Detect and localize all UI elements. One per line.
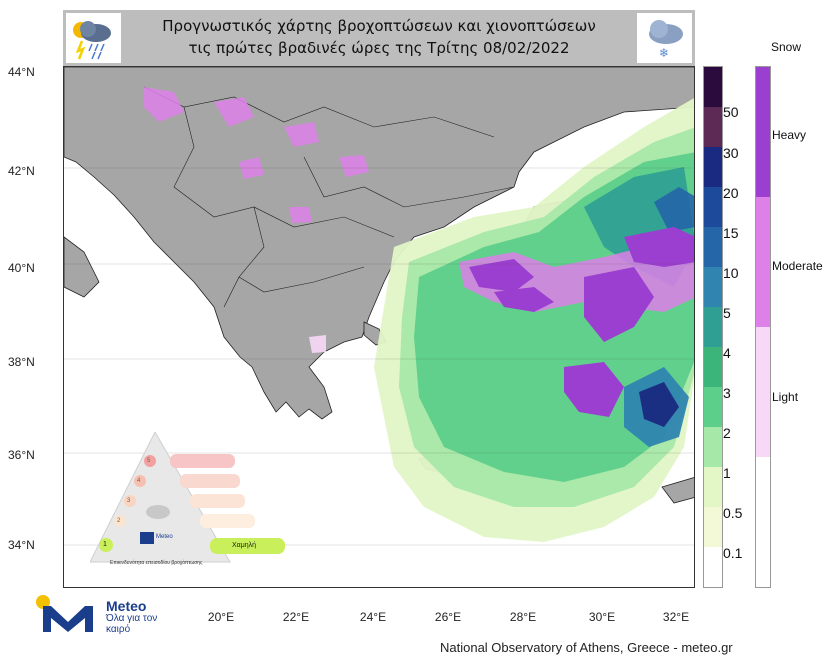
snow-label-light: Light	[772, 390, 799, 404]
rain-colorbar	[703, 66, 723, 588]
lon-label-22: 22°E	[282, 610, 310, 624]
rain-storm-cloud-icon	[66, 13, 121, 63]
lon-label-30: 30°E	[588, 610, 616, 624]
rain-tick-10: 10	[723, 265, 739, 281]
pyramid-level-4: 4	[137, 478, 141, 484]
rain-tick-4: 4	[723, 345, 731, 361]
lon-label-28: 28°E	[509, 610, 537, 624]
logo-tagline: Όλα για τον καιρό	[106, 613, 158, 635]
rain-tick-0-1: 0.1	[723, 545, 743, 561]
italy-heel	[64, 236, 100, 298]
map-header: Προγνωστικός χάρτης βροχοπτώσεων και χιο…	[63, 10, 695, 66]
rain-tick-50: 50	[723, 104, 739, 120]
lat-label-44: 44°N	[8, 65, 35, 79]
lat-label-40: 40°N	[8, 261, 35, 275]
rain-tick-15: 15	[723, 225, 739, 241]
rain-tick-2: 2	[723, 425, 731, 441]
cyprus	[661, 477, 694, 504]
risk-pyramid-legend: 5 4 3 2 1 Meteo Χαμηλή Επικινδυνότητα επ…	[89, 430, 290, 572]
pyramid-level-2: 2	[117, 518, 121, 524]
rain-field	[374, 98, 694, 542]
snow-scale-title: Snow	[771, 40, 802, 54]
country-borders	[143, 86, 515, 308]
lon-label-24: 24°E	[359, 610, 387, 624]
lon-label-32: 32°E	[662, 610, 690, 624]
pyramid-level-3: 3	[127, 498, 131, 504]
pyramid-level-5: 5	[147, 458, 151, 464]
logo-wordmark: Meteo	[106, 598, 147, 614]
title-line-2: τις πρώτες βραδινές ώρες της Τρίτης 08/0…	[188, 39, 570, 57]
graticule	[64, 167, 694, 546]
balkan-mainland	[64, 67, 694, 420]
lon-label-20: 20°E	[207, 610, 235, 624]
rain-tick-20: 20	[723, 185, 739, 201]
forecast-map	[63, 66, 695, 588]
rain-tick-1: 1	[723, 465, 731, 481]
lon-label-26: 26°E	[434, 610, 462, 624]
rain-tick-5: 5	[723, 305, 731, 321]
pyramid-footer: Επικινδυνότητα επεισοδίου βροχόπτωσης	[110, 560, 203, 566]
snow-label-heavy: Heavy	[772, 128, 807, 142]
page-title: Προγνωστικός χάρτης βροχοπτώσεων και χιο…	[125, 15, 633, 59]
credit-line: National Observatory of Athens, Greece -…	[440, 640, 733, 655]
lat-label-34: 34°N	[8, 538, 35, 552]
lat-label-42: 42°N	[8, 164, 35, 178]
meteo-logo	[33, 594, 103, 634]
rain-tick-30: 30	[723, 145, 739, 161]
title-line-1: Προγνωστικός χάρτης βροχοπτώσεων και χιο…	[162, 17, 596, 35]
lat-label-36: 36°N	[8, 448, 35, 462]
snow-colorbar	[755, 66, 771, 588]
pyramid-low-label: Χαμηλή	[232, 542, 257, 549]
snow-label-moderate: Moderate	[772, 259, 823, 273]
svg-text:❄: ❄	[659, 46, 669, 60]
lat-label-38: 38°N	[8, 355, 35, 369]
pyramid-mini-logo: Meteo	[156, 534, 173, 540]
pyramid-level-1: 1	[103, 541, 107, 548]
rain-tick-0-5: 0.5	[723, 505, 743, 521]
snow-field	[144, 87, 694, 417]
snow-cloud-icon: ❄	[637, 13, 692, 63]
rain-tick-3: 3	[723, 385, 731, 401]
